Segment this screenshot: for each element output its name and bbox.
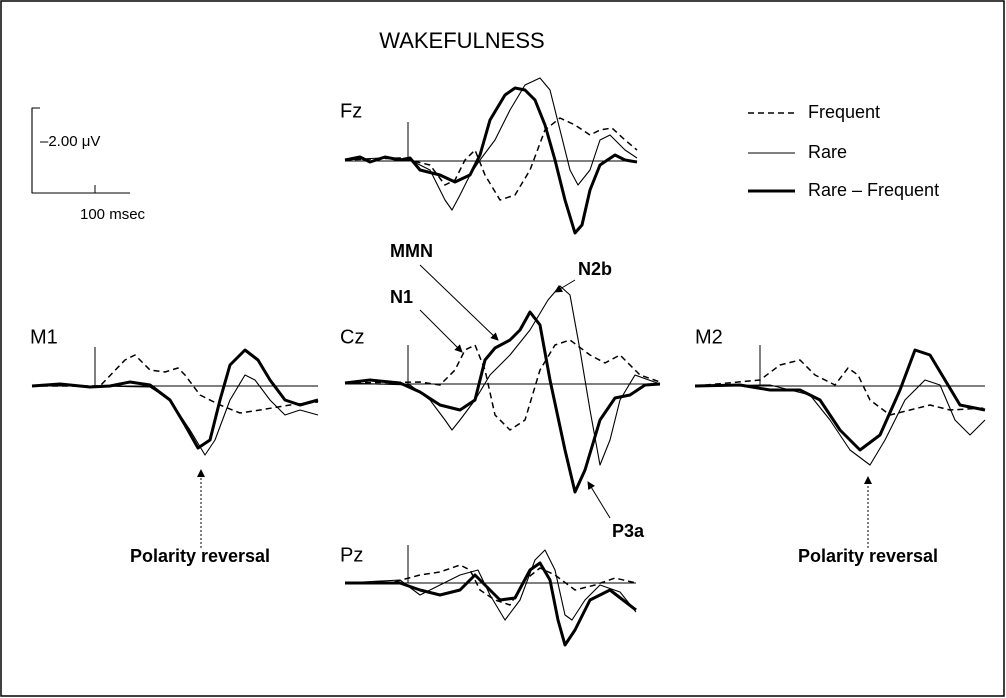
annotation: Polarity reversal: [130, 546, 270, 566]
m2-waves: [694, 345, 986, 466]
electrode-label: Cz: [340, 326, 364, 348]
legend-label: Rare: [808, 142, 847, 162]
electrode-label: M2: [695, 326, 723, 348]
m1-waves: [31, 347, 319, 456]
arrows: [197, 264, 872, 548]
annotation: Polarity reversal: [798, 546, 938, 566]
title: WAKEFULNESS: [379, 28, 544, 53]
cz-waves: [344, 285, 661, 494]
scale-bar: [31, 107, 130, 194]
legend-label: Rare – Frequent: [808, 180, 939, 200]
amplitude-label: –2.00 μV: [40, 133, 100, 150]
legend: [748, 112, 795, 193]
annotation: N2b: [578, 259, 612, 279]
fz-waves: [344, 77, 638, 235]
legend-label: Frequent: [808, 102, 880, 122]
time-label: 100 msec: [80, 206, 146, 223]
electrode-label: Pz: [340, 544, 363, 566]
pz-waves: [344, 545, 637, 647]
electrode-label: M1: [30, 326, 58, 348]
annotation: P3a: [612, 521, 645, 541]
electrode-label: Fz: [340, 100, 362, 122]
annotation: N1: [390, 287, 413, 307]
annotation: MMN: [390, 241, 433, 261]
